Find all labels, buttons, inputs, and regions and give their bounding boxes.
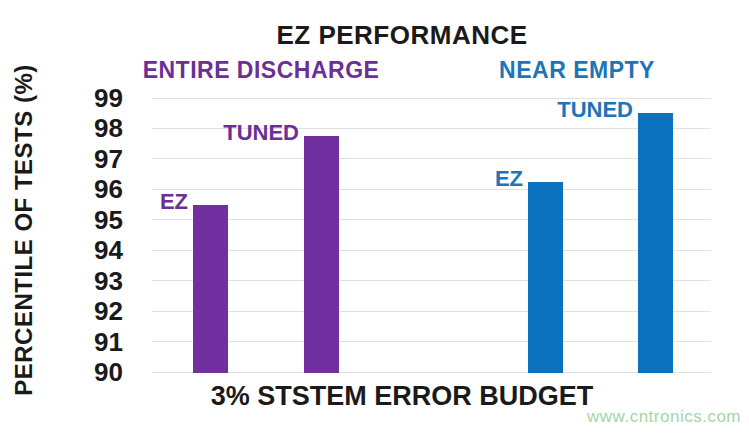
- gridline-y-96: [152, 189, 711, 190]
- y-tick-label-96: 96: [63, 176, 123, 202]
- gridline-y-97: [152, 158, 711, 159]
- y-tick-label-93: 93: [63, 268, 123, 294]
- y-tick-label-92: 92: [63, 298, 123, 324]
- bar-label-near-empty-tuned: TUNED: [557, 97, 633, 123]
- gridline-y-91: [152, 341, 711, 342]
- bar-near-empty-tuned: [638, 113, 673, 373]
- y-axis-title: PERCENTILE OF TESTS (%): [10, 64, 38, 396]
- y-tick-label-90: 90: [63, 359, 123, 385]
- bar-near-empty-ez: [528, 182, 563, 373]
- y-tick-label-98: 98: [63, 115, 123, 141]
- y-tick-label-99: 99: [63, 85, 123, 111]
- y-tick-label-94: 94: [63, 237, 123, 263]
- bar-entire-discharge-ez: [193, 205, 228, 373]
- bar-label-entire-discharge-ez: EZ: [160, 189, 188, 215]
- y-tick-label-97: 97: [63, 146, 123, 172]
- gridline-y-95: [152, 219, 711, 220]
- y-tick-label-95: 95: [63, 207, 123, 233]
- gridline-y-94: [152, 250, 711, 251]
- group-header-entire-discharge: ENTIRE DISCHARGE: [143, 57, 380, 84]
- gridline-y-90: [152, 372, 711, 373]
- chart-title: EZ PERFORMANCE: [52, 20, 749, 51]
- bar-label-near-empty-ez: EZ: [495, 166, 523, 192]
- gridline-y-92: [152, 311, 711, 312]
- gridline-y-93: [152, 280, 711, 281]
- y-tick-label-91: 91: [63, 329, 123, 355]
- chart-canvas: EZ PERFORMANCE PERCENTILE OF TESTS (%) E…: [0, 0, 749, 433]
- bar-entire-discharge-tuned: [304, 136, 339, 373]
- bar-label-entire-discharge-tuned: TUNED: [223, 120, 299, 146]
- group-header-near-empty: NEAR EMPTY: [499, 57, 655, 84]
- watermark: www.cntronics.com: [587, 407, 741, 427]
